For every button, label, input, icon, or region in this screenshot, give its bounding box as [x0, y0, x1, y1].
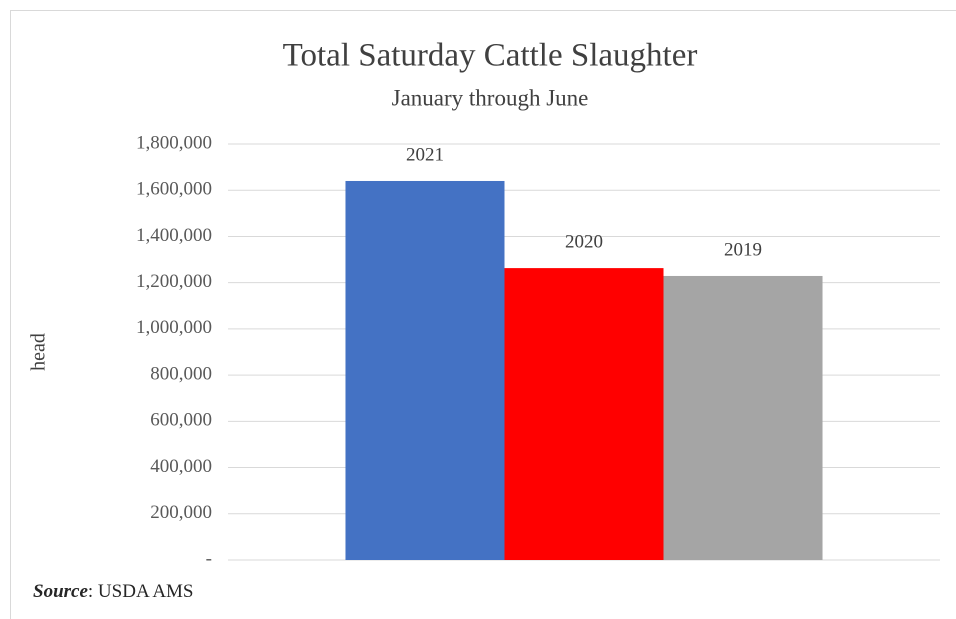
bar-label: 2020: [565, 231, 603, 252]
y-tick-label: 1,600,000: [136, 179, 212, 200]
bar: [504, 268, 664, 560]
bar-label: 2021: [406, 144, 444, 165]
chart-subtitle: January through June: [392, 85, 589, 110]
source-text: : USDA AMS: [88, 581, 194, 602]
y-tick-label: 1,800,000: [136, 132, 212, 153]
y-tick-label: -: [206, 548, 212, 569]
y-tick-label: 600,000: [150, 410, 212, 431]
y-tick-label: 400,000: [150, 456, 212, 477]
y-tick-label: 800,000: [150, 363, 212, 384]
y-tick-label: 200,000: [150, 502, 212, 523]
source: Source: USDA AMS: [33, 581, 194, 602]
y-tick-label: 1,000,000: [136, 317, 212, 338]
y-tick-label: 1,400,000: [136, 225, 212, 246]
bar: [663, 275, 823, 560]
bar: [345, 180, 505, 560]
chart-title: Total Saturday Cattle Slaughter: [283, 38, 698, 74]
bar-label: 2019: [724, 239, 762, 260]
chart-frame: [10, 10, 956, 619]
source-label: Source: [33, 581, 88, 602]
y-axis-label: head: [28, 333, 50, 371]
y-tick-label: 1,200,000: [136, 271, 212, 292]
